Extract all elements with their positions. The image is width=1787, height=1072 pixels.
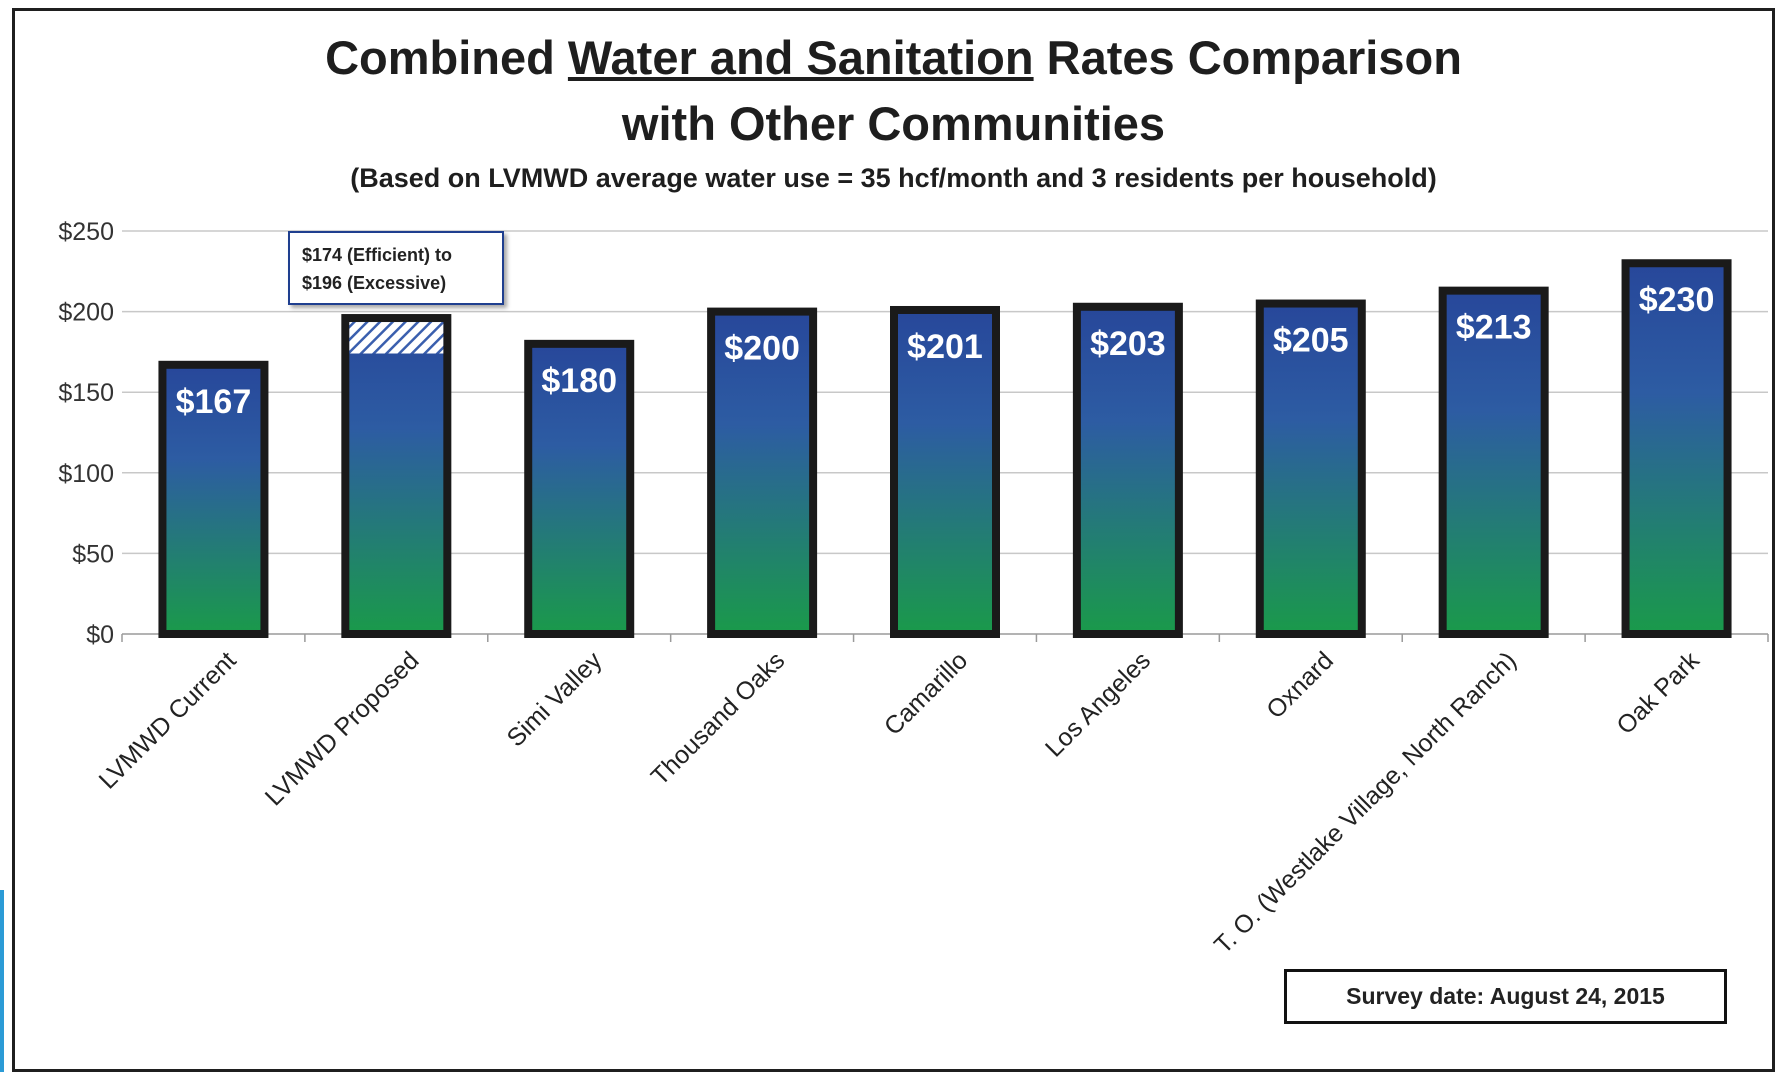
x-category-label: LVMWD Current: [94, 646, 242, 794]
y-tick-label: $0: [86, 621, 114, 649]
y-tick-label: $200: [58, 299, 114, 327]
title-pre: Combined: [325, 31, 568, 84]
bar: [1621, 259, 1732, 638]
bar-value-label: $213: [1456, 309, 1532, 347]
chart-subtitle: (Based on LVMWD average water use = 35 h…: [350, 163, 1437, 193]
bar-value-label: $167: [176, 383, 252, 421]
bar-value-label: $230: [1639, 281, 1715, 319]
y-tick-label: $50: [72, 540, 114, 568]
x-category-label: Thousand Oaks: [646, 646, 791, 791]
y-tick-label: $250: [58, 218, 114, 246]
title-post: Rates Comparison: [1033, 31, 1462, 84]
bar: [1438, 286, 1549, 638]
bar-value-label: $201: [907, 328, 983, 366]
chart-title-line1: Combined Water and Sanitation Rates Comp…: [0, 28, 1787, 88]
x-category-label: Camarillo: [879, 646, 973, 740]
bar: [1255, 299, 1366, 638]
annotation-line1: $174 (Efficient) to: [302, 245, 453, 265]
bar-value-label: $180: [541, 362, 617, 400]
y-tick-label: $100: [58, 460, 114, 488]
annotation-line2: $196 (Excessive): [302, 273, 447, 293]
x-category-label: T. O. (Westlake Village, North Ranch): [1209, 646, 1522, 959]
bar-value-label: $205: [1273, 322, 1349, 360]
bar: [1072, 302, 1183, 638]
range-band: [349, 322, 444, 354]
bar: [890, 305, 1000, 638]
bar: [524, 339, 635, 638]
bar: [707, 307, 818, 638]
x-category-label: Oxnard: [1261, 646, 1339, 724]
survey-date-note: Survey date: August 24, 2015: [1284, 969, 1727, 1024]
x-category-label: Los Angeles: [1040, 646, 1156, 762]
x-category-label: Oak Park: [1611, 646, 1705, 740]
x-category-label: LVMWD Proposed: [260, 646, 425, 811]
chart-title-line2: with Other Communities: [621, 97, 1166, 150]
bar-value-label: $200: [724, 330, 800, 368]
bar: [158, 360, 269, 638]
range-annotation: $174 (Efficient) to $196 (Excessive): [288, 231, 504, 305]
title-underlined: Water and Sanitation: [567, 31, 1034, 84]
x-category-label: Simi Valley: [502, 646, 608, 752]
edge-marker: [0, 890, 4, 1072]
bar: [341, 314, 452, 638]
bar-value-label: $203: [1090, 325, 1166, 363]
y-tick-label: $150: [58, 379, 114, 407]
